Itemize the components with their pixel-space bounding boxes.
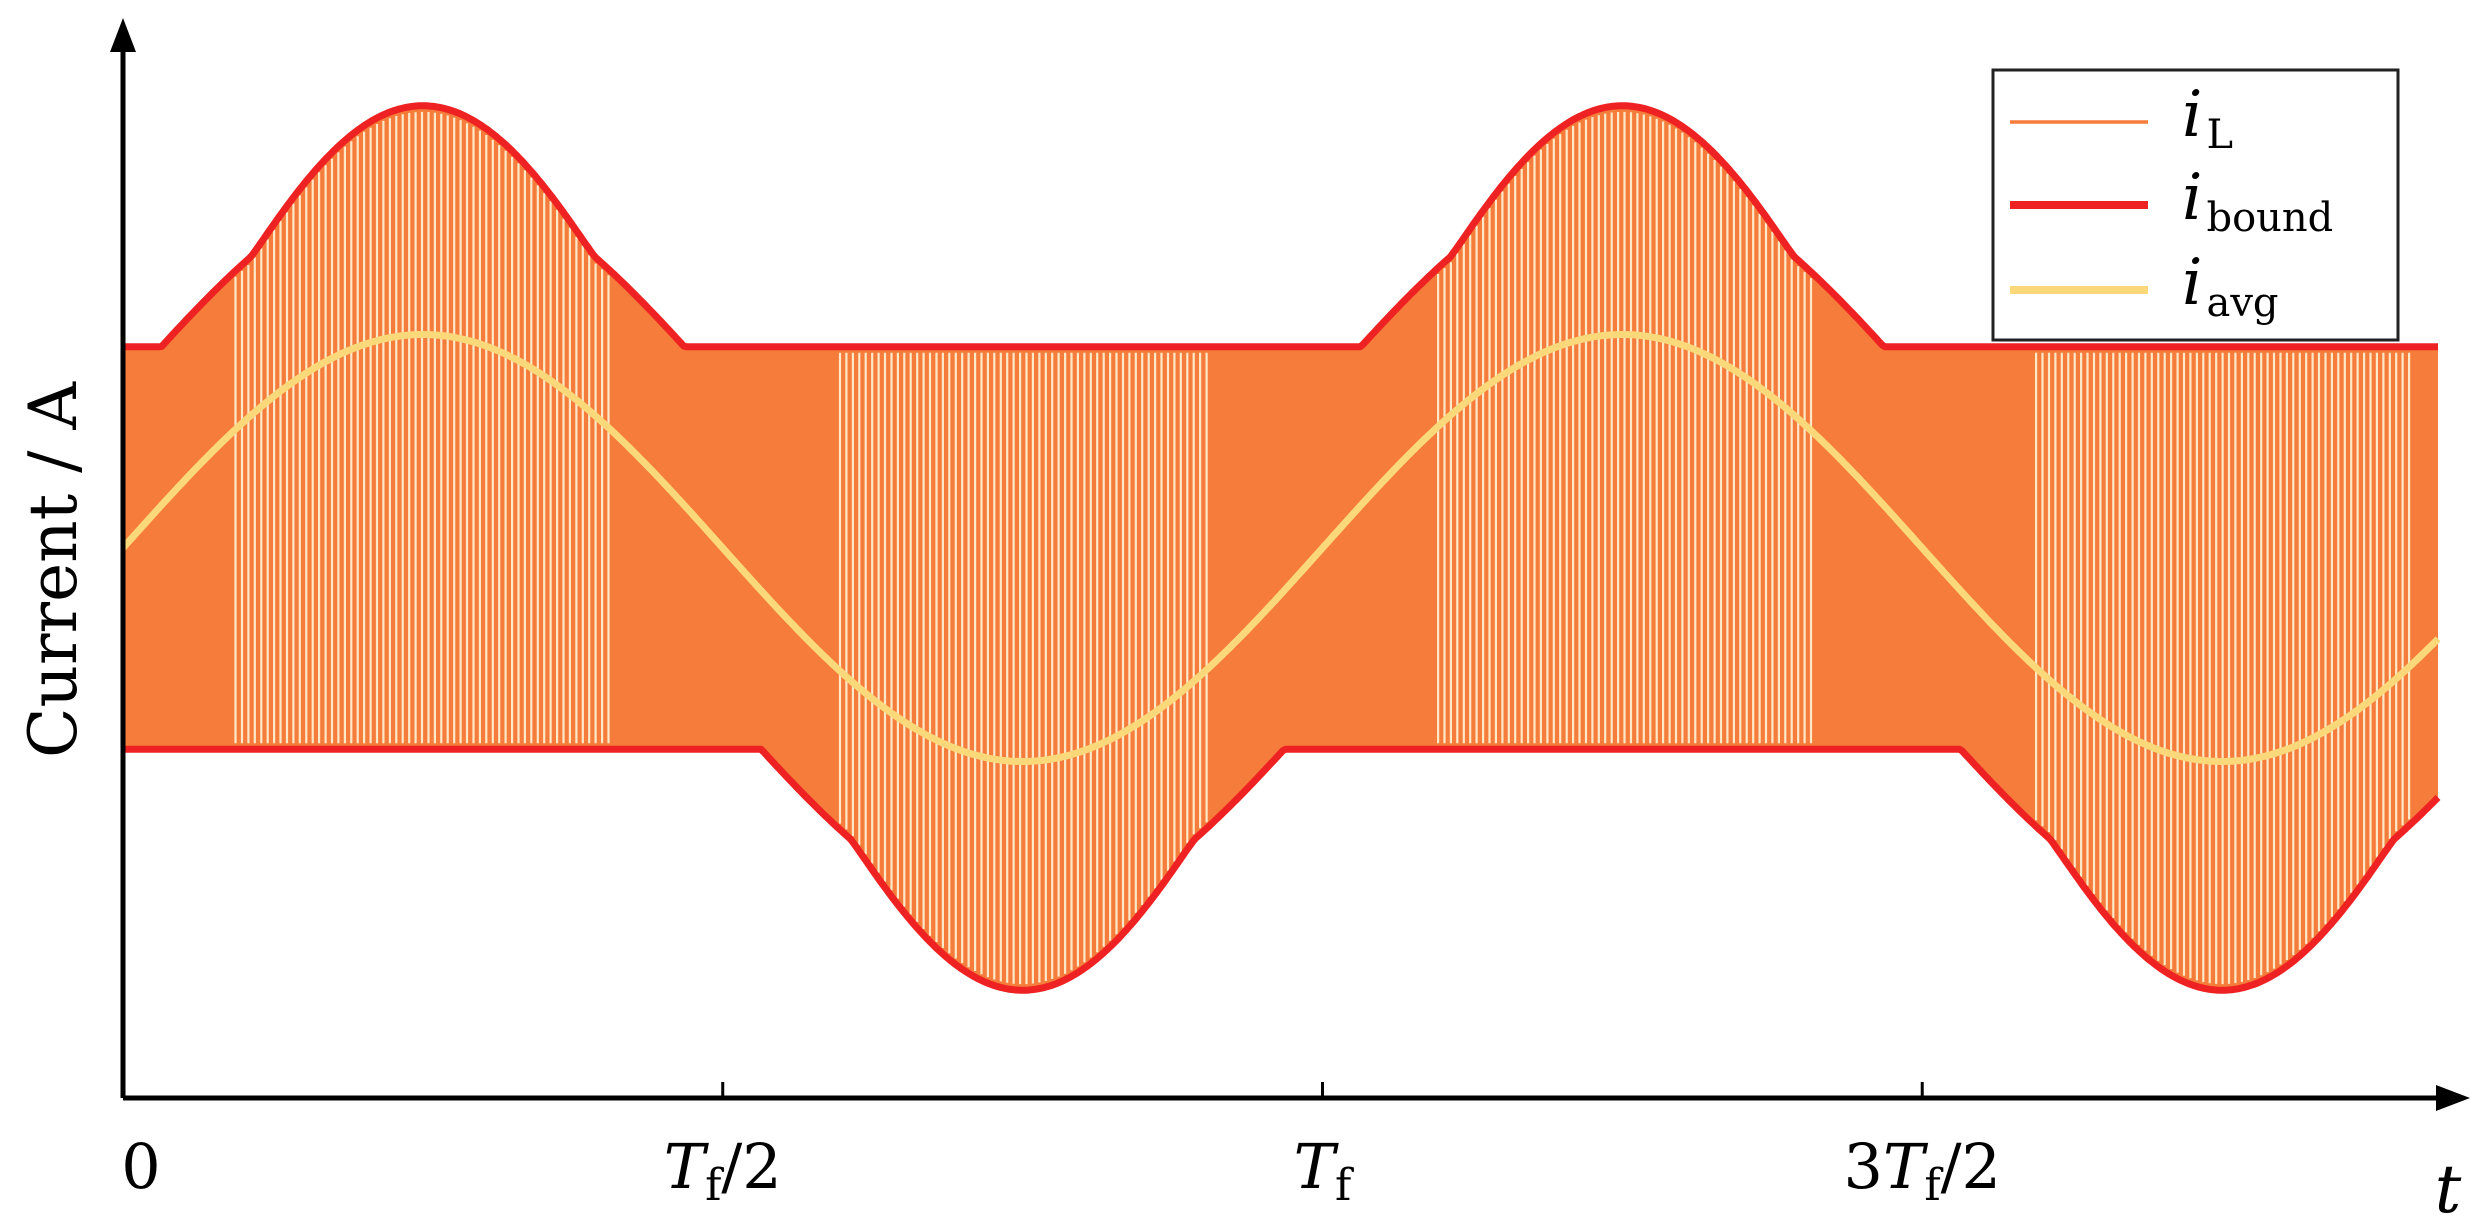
- ibound-lower-line: [123, 745, 2441, 994]
- x-axis-label: t: [2435, 1151, 2462, 1228]
- axes: [110, 18, 2470, 1111]
- y-axis-label: Current / A: [15, 381, 92, 758]
- iavg-line: [123, 331, 2441, 765]
- x-ticks: 0 Tf/2 Tf 3Tf/2: [121, 1082, 2001, 1211]
- ibound-upper-line: [123, 102, 2439, 351]
- il-ripple-band: [123, 105, 2438, 991]
- x-axis-arrow: [2436, 1085, 2470, 1111]
- legend-label-ibound: i bound: [2182, 161, 2333, 241]
- ibound-envelope: [123, 102, 2441, 994]
- x-tick-label: 3Tf/2: [1844, 1130, 2001, 1211]
- x-tick-label: Tf: [1294, 1130, 1354, 1211]
- y-axis-arrow: [110, 18, 136, 52]
- iavg-curve: [123, 331, 2441, 765]
- il-ripple-lines: [234, 111, 2411, 985]
- il-band-area: [123, 105, 2438, 991]
- x-tick-label: 0: [121, 1130, 160, 1203]
- legend-label-iavg: i avg: [2182, 246, 2279, 326]
- x-tick-label: Tf/2: [664, 1130, 782, 1211]
